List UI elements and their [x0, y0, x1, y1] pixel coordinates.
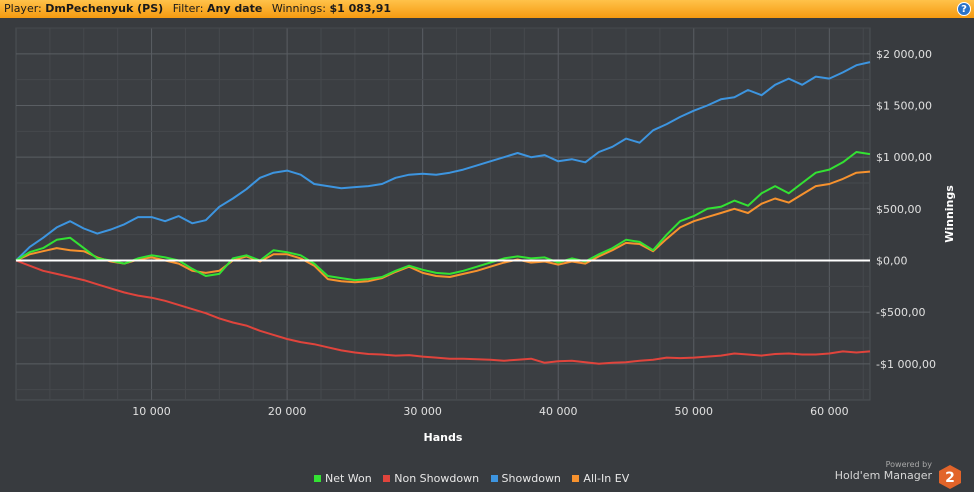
plot-area — [15, 27, 871, 401]
tick-labels: 10 000 20 000 30 000 40 000 50 000 60 000 $2 0… — [132, 48, 936, 418]
y-tick-label: $1 000,00 — [876, 151, 932, 164]
header-bar: Player: DmPechenyuk (PS) Filter: Any dat… — [0, 0, 974, 18]
winnings-label: Winnings: — [271, 2, 326, 15]
legend-label-all-in-ev: All-In EV — [583, 472, 630, 485]
legend-item-net-won[interactable]: Net Won — [314, 472, 372, 485]
legend-item-all-in-ev[interactable]: All-In EV — [572, 472, 629, 485]
x-tick-label: 10 000 — [132, 405, 171, 418]
winnings-value: $1 083,91 — [329, 2, 392, 15]
hem-logo-icon: 2 — [939, 465, 961, 489]
series-line-non-showdown — [15, 259, 871, 365]
x-tick-label: 30 000 — [403, 405, 442, 418]
brand-block: Powered by Hold'em Manager 2 — [834, 460, 962, 489]
player-value: DmPechenyuk (PS) — [45, 2, 164, 15]
logo-digit: 2 — [945, 470, 955, 486]
legend-label-non-showdown: Non Showdown — [394, 472, 480, 485]
question-icon[interactable]: ? — [957, 2, 971, 16]
brand-name: Hold'em Manager — [834, 469, 932, 482]
y-tick-label: $1 500,00 — [876, 100, 932, 113]
x-tick-label: 50 000 — [675, 405, 714, 418]
legend-label-showdown: Showdown — [501, 472, 561, 485]
series-line-all-in-ev — [15, 170, 871, 284]
series-lines — [15, 61, 871, 365]
y-tick-label: $0,00 — [876, 255, 908, 268]
legend-item-showdown[interactable]: Showdown — [490, 472, 561, 485]
x-tick-label: 40 000 — [539, 405, 578, 418]
y-tick-label: -$500,00 — [876, 306, 925, 319]
x-tick-label: 60 000 — [810, 405, 849, 418]
x-axis-label: Hands — [424, 431, 463, 444]
legend: Net Won Non Showdown Showdown All-In EV — [314, 472, 637, 485]
y-tick-label: $2 000,00 — [876, 48, 932, 61]
filter-value[interactable]: Any date — [206, 2, 263, 15]
series-line-net-won — [15, 151, 871, 282]
legend-item-non-showdown[interactable]: Non Showdown — [383, 472, 479, 485]
filter-label: Filter: — [172, 2, 204, 15]
x-tick-label: 20 000 — [268, 405, 307, 418]
player-label: Player: — [4, 2, 42, 15]
y-tick-label: $500,00 — [876, 203, 922, 216]
y-tick-label: -$1 000,00 — [876, 358, 936, 371]
series-line-showdown — [15, 61, 871, 262]
y-axis-label: Winnings — [943, 185, 956, 243]
legend-label-net-won: Net Won — [325, 472, 372, 485]
powered-by-text: Powered by — [885, 460, 932, 469]
